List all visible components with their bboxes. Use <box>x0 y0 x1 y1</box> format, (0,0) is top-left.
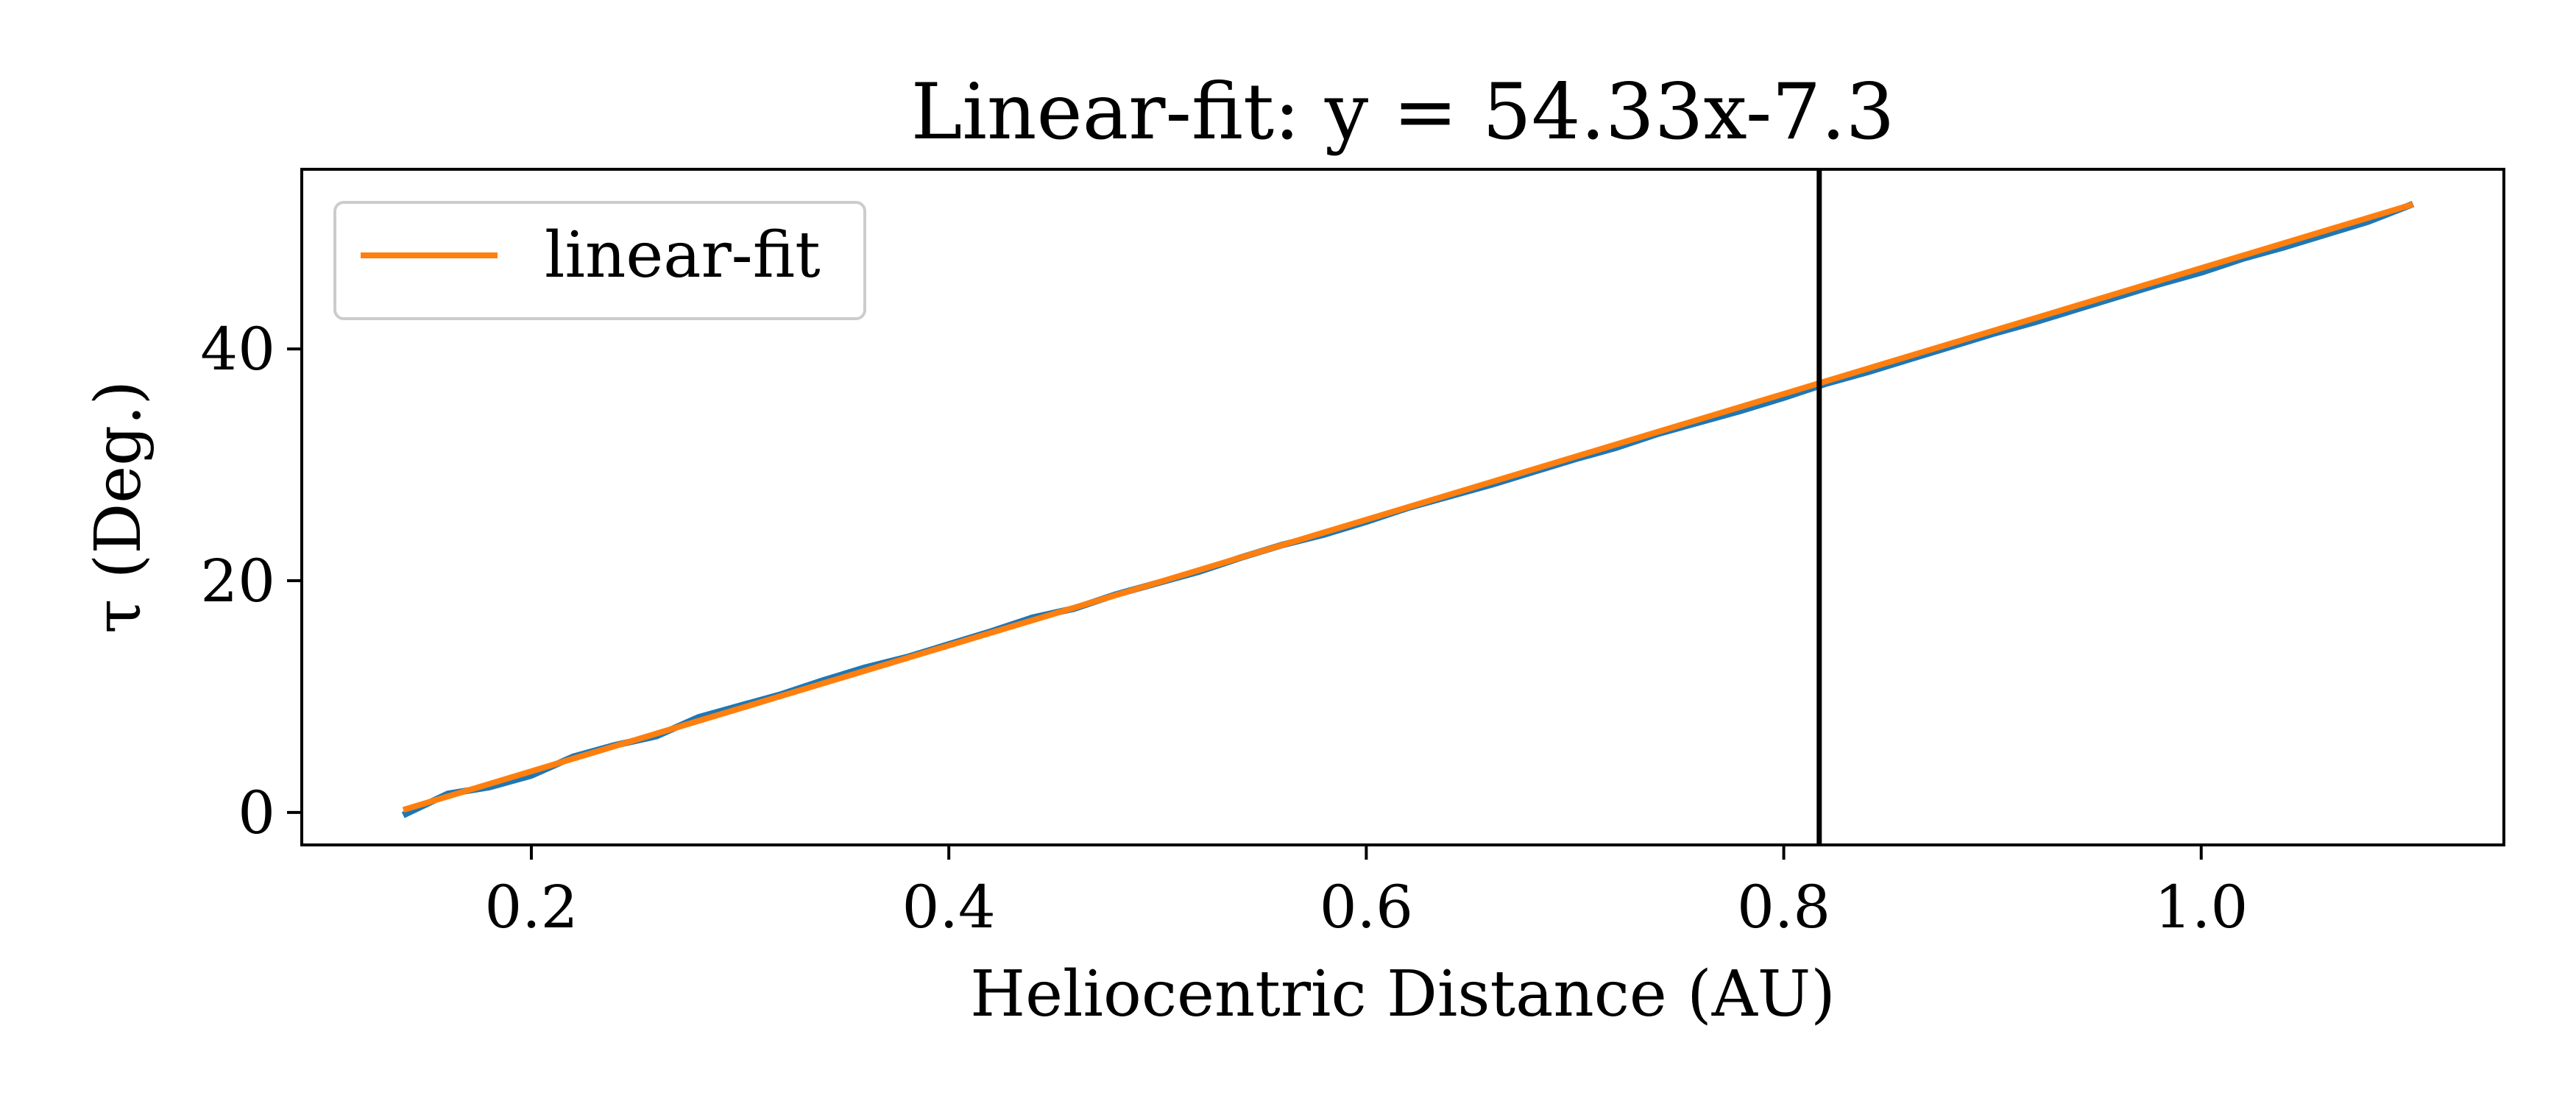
y-tick-label: 40 <box>200 315 275 383</box>
plot-area <box>401 169 2415 845</box>
x-axis-label: Heliocentric Distance (AU) <box>970 958 1836 1031</box>
legend: linear-fit <box>333 201 866 320</box>
series-line-linear-fit <box>402 201 2414 813</box>
x-tick-label: 0.8 <box>1737 873 1830 941</box>
y-tick-label: 20 <box>200 547 275 615</box>
chart-title: Linear-fit: y = 54.33x-7.3 <box>911 67 1895 157</box>
y-axis-label: τ (Deg.) <box>82 381 155 634</box>
y-tick-label: 0 <box>238 779 275 847</box>
x-tick-label: 0.2 <box>484 873 578 941</box>
x-tick-label: 1.0 <box>2154 873 2248 941</box>
x-tick-label: 0.6 <box>1320 873 1413 941</box>
y-axis-ticks: 0 20 40 <box>200 315 302 847</box>
legend-label-linear-fit: linear-fit <box>545 219 821 292</box>
plot-frame <box>300 168 2505 846</box>
x-tick-label: 0.4 <box>902 873 996 941</box>
x-axis-ticks: 0.2 0.4 0.6 0.8 1.0 <box>484 845 2248 941</box>
legend-frame <box>333 201 866 320</box>
